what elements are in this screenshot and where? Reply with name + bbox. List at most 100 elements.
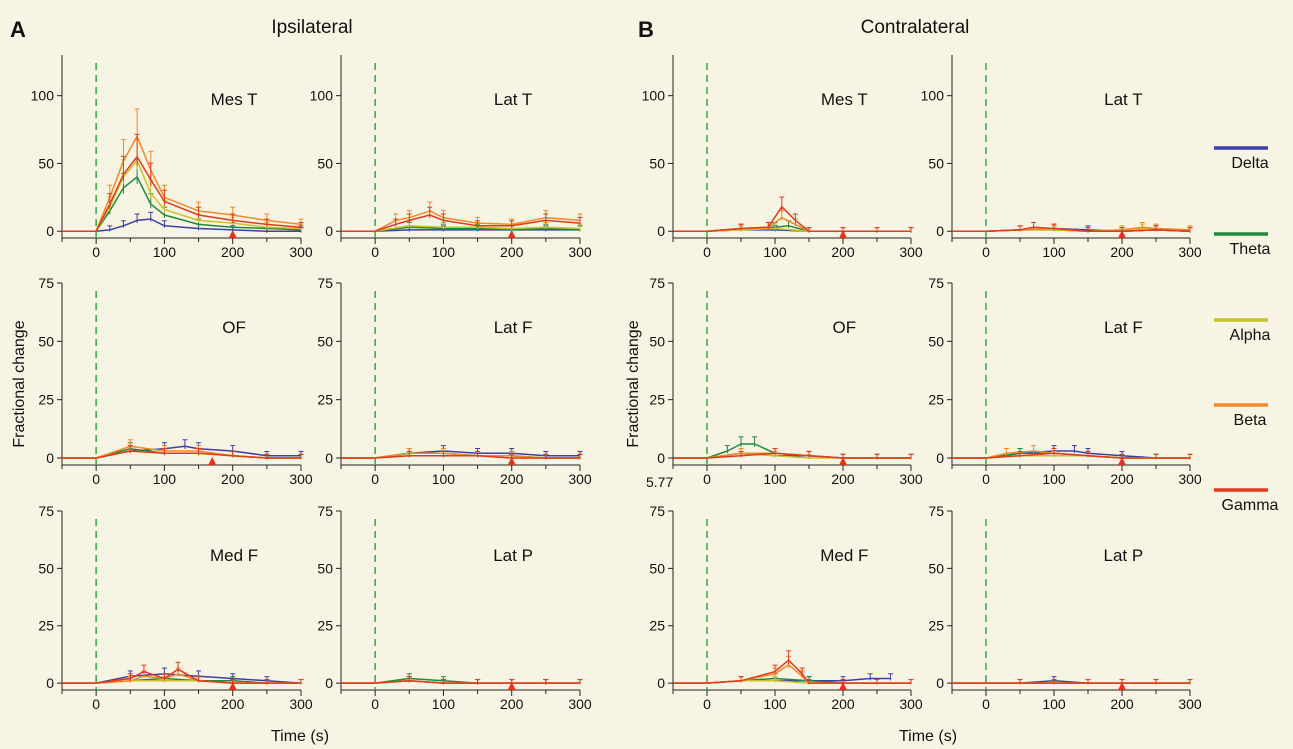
p2-x-tick-label: 0	[371, 244, 379, 260]
p8-x-tick-label: 100	[1042, 244, 1066, 260]
p5-y-tick-label: 50	[38, 560, 54, 576]
header-ipsilateral: Ipsilateral	[271, 17, 352, 38]
p10-x-tick-label: 300	[1178, 471, 1202, 487]
annotation-value: 5.77	[646, 474, 673, 490]
p9-x-tick-label: 0	[703, 471, 711, 487]
p5-series-beta	[62, 673, 301, 684]
p7-y-tick-label: 50	[649, 155, 665, 171]
p5-title: Med F	[210, 546, 258, 565]
p6-x-tick-label: 0	[371, 696, 379, 712]
p5-event-marker	[228, 682, 237, 690]
p8-event-marker	[1118, 230, 1126, 238]
p1-title: Mes T	[211, 90, 258, 109]
p12-event-marker	[1118, 682, 1126, 690]
p8-x-tick-label: 0	[982, 244, 990, 260]
p4-event-marker	[507, 457, 516, 465]
p3-event-marker	[208, 457, 217, 465]
p11-title: Med F	[820, 546, 868, 565]
p3-x-tick-label: 100	[153, 471, 177, 487]
p8-title: Lat T	[1104, 90, 1142, 109]
p8-y-tick-label: 100	[921, 88, 945, 104]
p2-title: Lat T	[494, 90, 532, 109]
p2-x-tick-label: 300	[568, 244, 592, 260]
p10-x-tick-label: 200	[1110, 471, 1134, 487]
p6-series-gamma	[341, 680, 580, 684]
p3-x-tick-label: 200	[221, 471, 245, 487]
p1-x-tick-label: 0	[92, 244, 100, 260]
p6-title: Lat P	[493, 546, 533, 565]
p2-x-tick-label: 200	[500, 244, 524, 260]
p3-series-beta	[62, 445, 301, 459]
p11-x-tick-label: 200	[831, 696, 855, 712]
p4-title: Lat F	[494, 318, 533, 337]
p3-y-tick-label: 50	[38, 333, 54, 349]
p11-x-tick-label: 300	[899, 696, 923, 712]
p3-title: OF	[222, 318, 246, 337]
p5-x-tick-label: 300	[289, 696, 313, 712]
p3-y-tick-label: 25	[38, 392, 54, 408]
p1-x-tick-label: 100	[153, 244, 177, 260]
header-contralateral: Contralateral	[861, 17, 970, 38]
p4-y-tick-label: 75	[317, 275, 333, 291]
p9-y-tick-label: 75	[649, 275, 665, 291]
p12-x-tick-label: 100	[1042, 696, 1066, 712]
p10-y-tick-label: 0	[936, 450, 944, 466]
legend: Delta Theta Alpha Beta Gamma	[1214, 146, 1279, 514]
p12-x-tick-label: 0	[982, 696, 990, 712]
p10-x-tick-label: 100	[1042, 471, 1066, 487]
legend-label-alpha: Alpha	[1230, 327, 1271, 344]
panel-letter-b: B	[638, 17, 654, 42]
p1-y-tick-label: 50	[38, 155, 54, 171]
legend-label-theta: Theta	[1230, 241, 1271, 258]
p12-x-tick-label: 300	[1178, 696, 1202, 712]
p4-x-tick-label: 200	[500, 471, 524, 487]
chart-panel-9: 0 100 200 300 0 25 50 75 OF	[649, 275, 922, 487]
p7-series-gamma	[673, 206, 911, 232]
p10-event-marker	[1118, 457, 1126, 465]
chart-panel-3: 0 100 200 300 0 25 50 75 OF	[38, 275, 312, 487]
p3-x-tick-label: 300	[289, 471, 313, 487]
p6-y-tick-label: 25	[317, 618, 333, 634]
chart-panel-4: 0 100 200 300 0 25 50 75 Lat F	[317, 275, 591, 487]
p5-series-gamma	[62, 668, 301, 684]
p9-y-tick-label: 0	[657, 450, 665, 466]
p9-x-tick-label: 300	[899, 471, 923, 487]
p9-x-tick-label: 200	[831, 471, 855, 487]
p9-event-marker	[839, 457, 847, 465]
p5-y-tick-label: 0	[46, 675, 54, 691]
p5-y-tick-label: 25	[38, 618, 54, 634]
p1-series-beta	[62, 135, 302, 232]
p6-x-tick-label: 100	[432, 696, 456, 712]
p6-x-tick-label: 300	[568, 696, 592, 712]
p11-y-tick-label: 75	[649, 503, 665, 519]
p2-y-tick-label: 100	[310, 88, 334, 104]
x-axis-label-a: Time (s)	[271, 728, 329, 745]
p7-y-tick-label: 0	[657, 223, 665, 239]
p7-x-tick-label: 100	[763, 244, 787, 260]
p6-y-tick-label: 0	[325, 675, 333, 691]
p2-y-tick-label: 50	[317, 155, 333, 171]
p7-title: Mes T	[821, 90, 868, 109]
p4-x-tick-label: 100	[432, 471, 456, 487]
p7-event-marker	[839, 230, 847, 238]
p7-x-tick-label: 200	[831, 244, 855, 260]
p8-y-tick-label: 0	[936, 223, 944, 239]
p12-x-tick-label: 200	[1110, 696, 1134, 712]
p10-y-tick-label: 75	[928, 275, 944, 291]
p2-series-gamma	[341, 214, 581, 232]
p12-y-tick-label: 25	[928, 618, 944, 634]
p3-y-tick-label: 0	[46, 450, 54, 466]
p4-y-tick-label: 25	[317, 392, 333, 408]
p9-y-tick-label: 25	[649, 392, 665, 408]
p10-x-tick-label: 0	[982, 471, 990, 487]
chart-panel-2: 0 100 200 300 0 50 100 Lat T	[310, 55, 592, 260]
p3-x-tick-label: 0	[92, 471, 100, 487]
p9-y-tick-label: 50	[649, 333, 665, 349]
p8-x-tick-label: 200	[1110, 244, 1134, 260]
chart-panel-6: 0 100 200 300 0 25 50 75 Lat P	[317, 503, 591, 712]
p7-y-tick-label: 100	[642, 88, 666, 104]
p5-x-tick-label: 0	[92, 696, 100, 712]
p10-y-tick-label: 25	[928, 392, 944, 408]
p2-event-marker	[507, 230, 516, 238]
